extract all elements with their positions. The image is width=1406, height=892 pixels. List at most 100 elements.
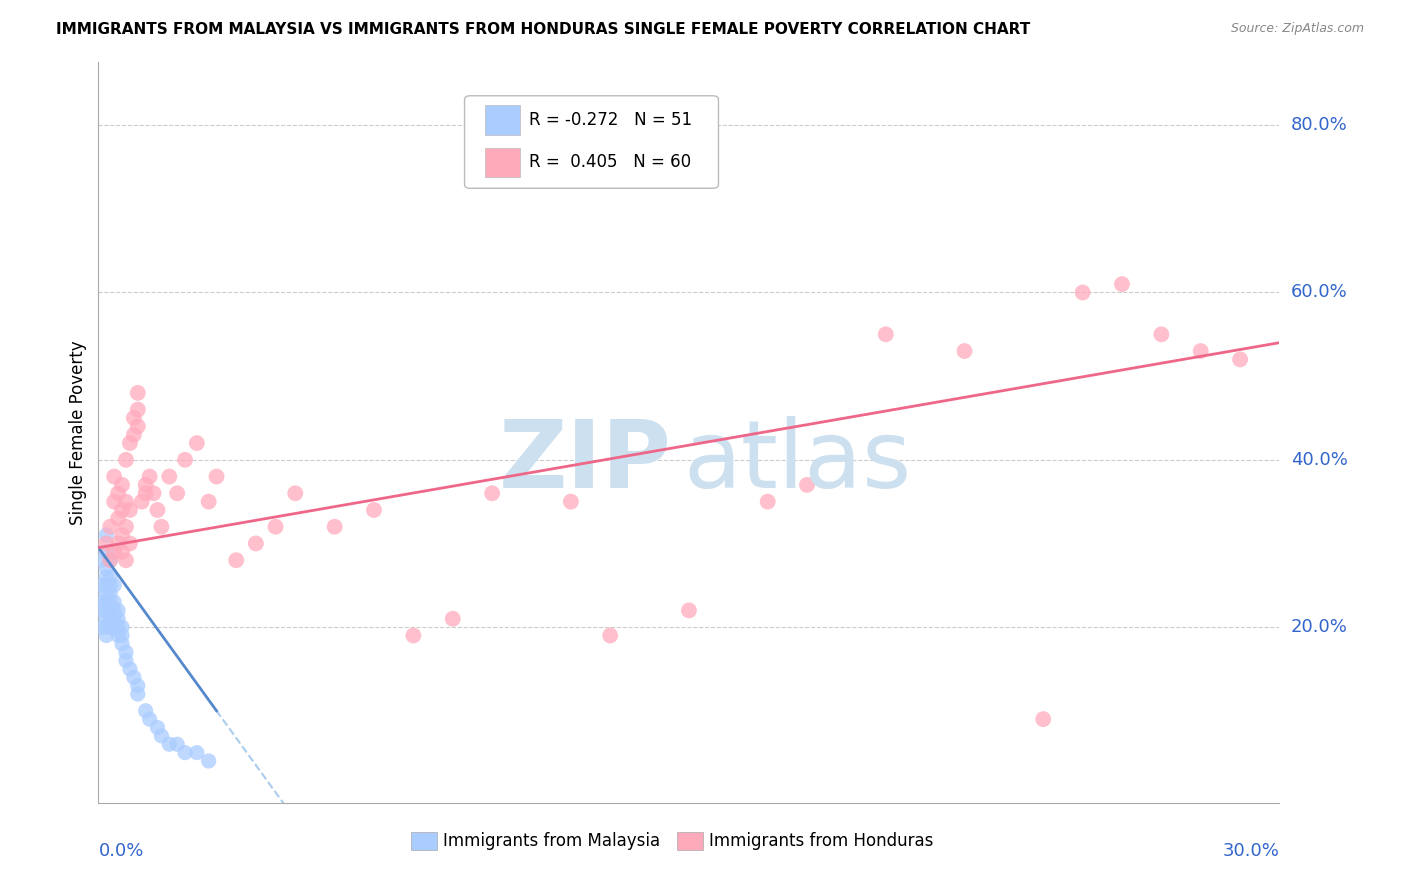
Text: 0.0%: 0.0% — [98, 842, 143, 860]
Point — [135, 704, 157, 718]
Point — [118, 536, 141, 550]
Bar — [485, 147, 520, 178]
Point — [96, 587, 118, 601]
Point — [115, 452, 138, 467]
Point — [481, 486, 503, 500]
Point — [98, 553, 121, 567]
Point — [135, 486, 157, 500]
Point — [146, 721, 169, 735]
Point — [96, 595, 118, 609]
Point — [111, 528, 134, 542]
Point — [205, 469, 228, 483]
Point — [96, 536, 118, 550]
Point — [115, 520, 138, 534]
Point — [1229, 352, 1251, 367]
Point — [796, 478, 818, 492]
Point — [103, 595, 125, 609]
Point — [107, 612, 129, 626]
Point — [91, 603, 114, 617]
Point — [166, 737, 188, 751]
Text: Immigrants from Malaysia: Immigrants from Malaysia — [443, 832, 661, 850]
Point — [264, 520, 287, 534]
Point — [107, 511, 129, 525]
Text: R =  0.405   N = 60: R = 0.405 N = 60 — [530, 153, 692, 171]
Point — [91, 595, 114, 609]
Point — [146, 503, 169, 517]
Point — [157, 469, 180, 483]
Point — [1032, 712, 1054, 726]
Point — [98, 587, 121, 601]
Point — [96, 612, 118, 626]
Point — [107, 603, 129, 617]
Point — [115, 654, 138, 668]
Point — [96, 620, 118, 634]
Point — [186, 746, 208, 760]
Point — [127, 419, 149, 434]
Point — [103, 603, 125, 617]
Point — [98, 603, 121, 617]
Point — [122, 411, 145, 425]
Point — [363, 503, 385, 517]
Point — [150, 729, 173, 743]
Text: atlas: atlas — [683, 417, 911, 508]
Point — [96, 578, 118, 592]
Point — [115, 645, 138, 659]
Point — [197, 754, 219, 768]
Text: 30.0%: 30.0% — [1223, 842, 1279, 860]
Point — [560, 494, 582, 508]
Point — [91, 578, 114, 592]
Point — [98, 612, 121, 626]
Point — [107, 620, 129, 634]
Point — [1189, 344, 1212, 359]
Point — [138, 712, 160, 726]
Point — [166, 486, 188, 500]
Point — [98, 520, 121, 534]
Point — [96, 570, 118, 584]
Point — [953, 344, 976, 359]
Text: 40.0%: 40.0% — [1291, 450, 1347, 469]
Text: IMMIGRANTS FROM MALAYSIA VS IMMIGRANTS FROM HONDURAS SINGLE FEMALE POVERTY CORRE: IMMIGRANTS FROM MALAYSIA VS IMMIGRANTS F… — [56, 22, 1031, 37]
Point — [111, 628, 134, 642]
Point — [142, 486, 165, 500]
Point — [103, 469, 125, 483]
Point — [127, 385, 149, 400]
Point — [157, 737, 180, 751]
Point — [107, 536, 129, 550]
Point — [1071, 285, 1094, 300]
Text: 20.0%: 20.0% — [1291, 618, 1347, 636]
Point — [127, 402, 149, 417]
Point — [107, 628, 129, 642]
Point — [678, 603, 700, 617]
Point — [756, 494, 779, 508]
Point — [118, 436, 141, 450]
Point — [197, 494, 219, 508]
Text: Immigrants from Honduras: Immigrants from Honduras — [709, 832, 934, 850]
Y-axis label: Single Female Poverty: Single Female Poverty — [69, 341, 87, 524]
Point — [131, 494, 153, 508]
Text: 60.0%: 60.0% — [1291, 284, 1347, 301]
Point — [402, 628, 425, 642]
Point — [96, 561, 118, 575]
Bar — [412, 832, 437, 850]
Point — [103, 494, 125, 508]
Point — [98, 578, 121, 592]
Bar — [678, 832, 703, 850]
Point — [115, 494, 138, 508]
Point — [1111, 277, 1133, 292]
Point — [103, 612, 125, 626]
Point — [111, 478, 134, 492]
Point — [118, 503, 141, 517]
Point — [98, 620, 121, 634]
Point — [96, 528, 118, 542]
Point — [323, 520, 346, 534]
Text: ZIP: ZIP — [498, 417, 671, 508]
Point — [103, 620, 125, 634]
Point — [98, 570, 121, 584]
Point — [96, 628, 118, 642]
Point — [150, 520, 173, 534]
Text: Source: ZipAtlas.com: Source: ZipAtlas.com — [1230, 22, 1364, 36]
Point — [284, 486, 307, 500]
Point — [111, 620, 134, 634]
Point — [111, 637, 134, 651]
Point — [1150, 327, 1173, 342]
